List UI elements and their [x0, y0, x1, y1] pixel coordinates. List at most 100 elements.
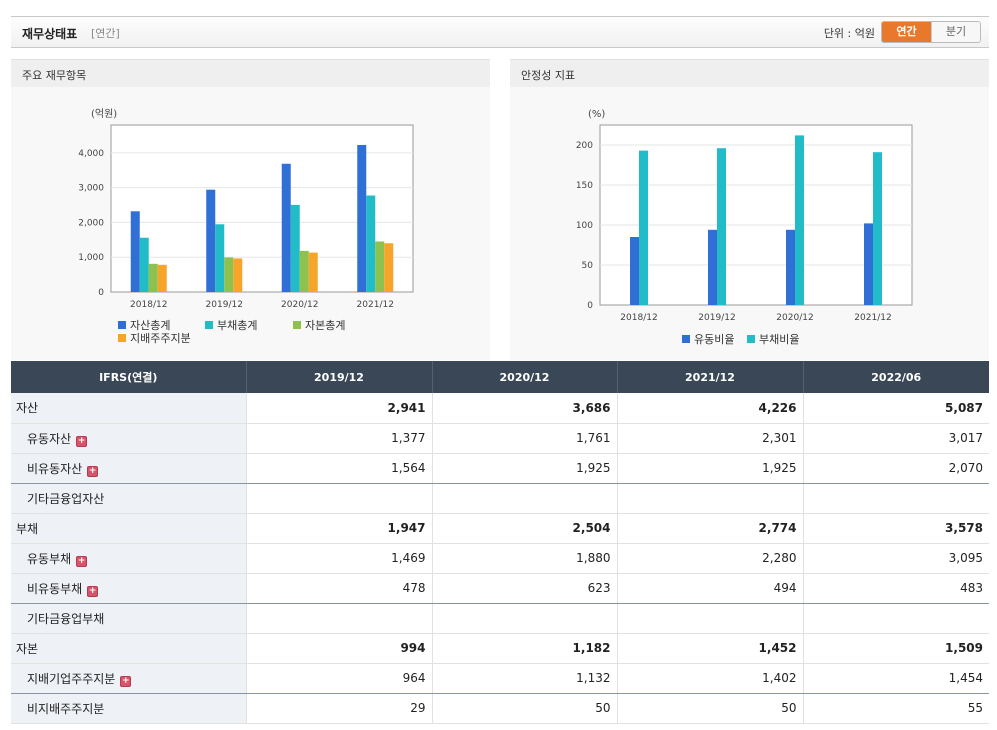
row-label-cell: 지배기업주주지분 + [11, 663, 246, 694]
value-cell: 478 [245, 573, 432, 604]
header-cell-period: 2022/06 [802, 361, 989, 393]
value-cell: 494 [616, 573, 803, 604]
legend-swatch [682, 335, 690, 343]
bar-2 [639, 150, 648, 305]
stability-indicators-chart: (%) 0 50 100 150 200 2018/12 2019/12 2020/12 2021… [576, 109, 913, 346]
legend-label: 자본총계 [305, 319, 345, 332]
row-label-cell: 비지배주주지분 [11, 693, 246, 724]
value-cell: 1,182 [431, 633, 617, 664]
y-tick-label: 150 [576, 181, 593, 191]
legend-swatch [205, 321, 213, 329]
bar-3 [148, 263, 158, 292]
row-label: 부채 [16, 521, 39, 536]
y-tick-label: 100 [576, 221, 593, 231]
y-tick-label: 3,000 [78, 184, 104, 194]
table-row: 유동자산 +1,377 1,761 2,301 3,017 [11, 423, 989, 454]
row-label: 유동자산 [27, 431, 72, 446]
table-row: 기타금융업자산 [11, 483, 989, 514]
x-tick-label: 2021/12 [357, 300, 394, 310]
value-cell: 623 [431, 573, 617, 604]
financial-items-chart: (억원) 0 1,000 2,000 3,000 4,000 2018/12 2019/12 2… [78, 108, 414, 345]
y-tick-label: 0 [587, 301, 593, 311]
table-row: 비유동자산 +1,564 1,925 1,925 2,070 [11, 453, 989, 484]
value-cell: 2,280 [616, 543, 803, 574]
expand-plus-icon[interactable]: + [87, 585, 99, 597]
bar-3 [224, 257, 234, 292]
value-cell: 55 [802, 693, 989, 724]
value-cell: 1,761 [431, 423, 617, 454]
value-cell: 2,941 [245, 393, 432, 424]
row-label: 자본 [16, 641, 39, 656]
expand-plus-icon[interactable]: + [76, 435, 88, 447]
value-cell: 3,095 [802, 543, 989, 574]
x-tick-label: 2020/12 [776, 313, 813, 323]
value-cell: 1,377 [245, 423, 432, 454]
section-title: 재무상태표 [22, 27, 78, 41]
value-cell: 2,504 [431, 513, 617, 544]
header-cell-period: 2020/12 [431, 361, 617, 393]
right-chart-panel: (%) 0 50 100 150 200 2018/12 2019/12 2020/12 2021… [510, 87, 989, 360]
legend-label: 자산총계 [130, 319, 170, 332]
expand-plus-icon[interactable]: + [120, 675, 132, 687]
bar-1 [281, 163, 291, 292]
value-cell: 1,132 [431, 663, 617, 694]
y-axis-label: (억원) [91, 108, 117, 120]
section-subtitle: [연간] [91, 27, 120, 40]
value-cell: 3,578 [802, 513, 989, 544]
value-cell: 1,452 [616, 633, 803, 664]
expand-plus-icon[interactable]: + [87, 465, 99, 477]
bar-2 [717, 148, 726, 305]
y-tick-label: 4,000 [78, 149, 104, 159]
row-label: 자산 [16, 401, 39, 416]
value-cell [245, 483, 432, 514]
table-row: 비지배주주지분 29 50 50 55 [11, 693, 989, 724]
bar-1 [786, 229, 795, 305]
value-cell: 1,947 [245, 513, 432, 544]
row-label-cell: 부채 [11, 513, 246, 544]
bar-2 [215, 224, 225, 292]
row-label-cell: 자산 [11, 393, 246, 424]
y-tick-label: 1,000 [78, 253, 104, 263]
value-cell [616, 483, 803, 514]
value-cell [802, 483, 989, 514]
tab-annual[interactable]: 연간 [882, 22, 931, 42]
value-cell: 2,301 [616, 423, 803, 454]
legend-label: 지배주주지분 [130, 332, 191, 345]
left-panel-header: 주요 재무항목 [11, 59, 490, 87]
value-cell: 1,925 [616, 453, 803, 484]
bar-1 [864, 223, 873, 305]
table-row: 자본 994 1,182 1,452 1,509 [11, 633, 989, 664]
value-cell: 1,880 [431, 543, 617, 574]
section-header: 재무상태표 [연간] 단위 : 억원 연간 분기 [11, 16, 989, 48]
value-cell: 4,226 [616, 393, 803, 424]
table-row: 자산 2,941 3,686 4,226 5,087 [11, 393, 989, 424]
value-cell: 50 [431, 693, 617, 724]
plot-area [599, 124, 913, 306]
tab-quarterly[interactable]: 분기 [931, 22, 980, 42]
table-row: 비유동부채 +478 623 494 483 [11, 573, 989, 604]
value-cell [431, 483, 617, 514]
row-label-cell: 기타금융업자산 [11, 483, 246, 514]
x-tick-label: 2021/12 [854, 313, 891, 323]
table-row: 부채 1,947 2,504 2,774 3,578 [11, 513, 989, 544]
legend-swatch [747, 335, 755, 343]
value-cell [802, 603, 989, 634]
legend-label: 부채비율 [759, 333, 799, 346]
value-cell: 994 [245, 633, 432, 664]
legend-label: 부채총계 [217, 319, 257, 332]
value-cell: 2,774 [616, 513, 803, 544]
legend-swatch [118, 334, 126, 342]
row-label-cell: 비유동부채 + [11, 573, 246, 604]
bar-4 [157, 264, 167, 292]
left-chart-panel: (억원) 0 1,000 2,000 3,000 4,000 2018/12 2019/12 2… [11, 87, 490, 360]
row-label: 지배기업주주지분 [27, 671, 116, 686]
row-label: 기타금융업부채 [27, 611, 105, 626]
bar-2 [795, 135, 804, 305]
value-cell: 1,925 [431, 453, 617, 484]
y-tick-label: 200 [576, 141, 593, 151]
bar-3 [375, 241, 385, 292]
value-cell: 2,070 [802, 453, 989, 484]
expand-plus-icon[interactable]: + [76, 555, 88, 567]
value-cell [245, 603, 432, 634]
balance-sheet-table: IFRS(연결) 2019/12 2020/12 2021/12 2022/06… [11, 361, 989, 724]
